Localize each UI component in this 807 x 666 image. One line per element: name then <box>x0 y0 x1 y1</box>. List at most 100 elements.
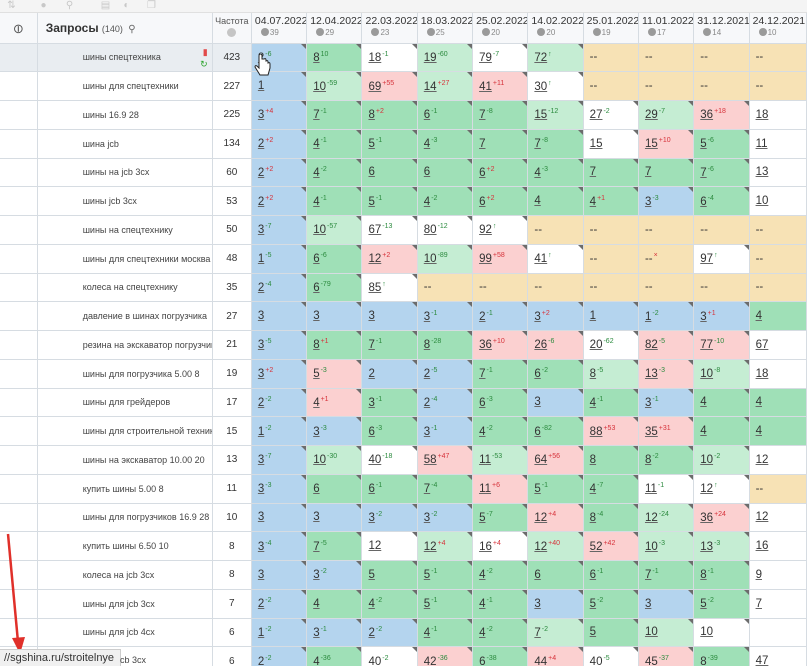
query-text[interactable]: шины на спецтехнику <box>37 215 213 245</box>
position-cell[interactable]: 20-62 <box>583 330 639 360</box>
query-text[interactable]: шины jcb 3cx <box>37 186 213 216</box>
frequency-header[interactable]: Частота <box>212 13 252 44</box>
position-cell[interactable]: 10-2 <box>693 445 750 475</box>
position-cell[interactable]: 42-36 <box>417 646 474 666</box>
query-text[interactable]: шины на jcb 3cx <box>37 158 213 188</box>
position-cell[interactable]: 7-6 <box>693 158 750 188</box>
sort-icon[interactable]: ⇅ <box>7 0 16 11</box>
position-cell[interactable]: 3-7 <box>251 445 308 475</box>
position-cell[interactable]: 13-3 <box>638 359 695 389</box>
query-text[interactable]: давление в шинах погрузчика <box>37 301 213 331</box>
position-cell[interactable]: 40-18 <box>361 445 418 475</box>
row-link-cell[interactable] <box>0 273 38 303</box>
position-cell[interactable]: 15-12 <box>527 100 584 130</box>
position-cell[interactable]: 3-1 <box>417 301 474 331</box>
date-header[interactable]: 25.01.2022 19 <box>583 13 639 44</box>
position-cell[interactable]: 5-1 <box>527 474 584 504</box>
position-cell[interactable]: 7-1 <box>306 100 363 130</box>
position-cell[interactable]: 4 <box>527 186 584 216</box>
position-cell[interactable]: 10-89 <box>417 244 474 274</box>
position-cell[interactable]: 27-2 <box>583 100 639 130</box>
position-cell[interactable]: 6-1 <box>361 474 418 504</box>
position-cell[interactable]: 47 <box>749 646 807 666</box>
position-cell[interactable]: -- <box>417 273 474 303</box>
position-cell[interactable]: 67 <box>749 330 807 360</box>
position-cell[interactable]: 6-79 <box>306 273 363 303</box>
position-cell[interactable]: 7-2 <box>527 618 584 648</box>
position-cell[interactable]: 1-2 <box>638 301 695 331</box>
position-cell[interactable]: 4-7 <box>583 474 639 504</box>
position-cell[interactable]: -- <box>638 71 695 101</box>
position-cell[interactable]: -- <box>749 273 807 303</box>
position-cell[interactable]: 3+2 <box>527 301 584 331</box>
date-header[interactable]: 22.03.2022 23 <box>361 13 418 44</box>
position-cell[interactable]: 92↑ <box>472 215 529 245</box>
position-cell[interactable]: 1-2 <box>251 416 308 446</box>
link-icon[interactable]: ⚲ <box>65 0 74 11</box>
position-cell[interactable]: 6 <box>527 560 584 590</box>
position-cell[interactable]: 3-2 <box>306 560 363 590</box>
query-text[interactable]: шина jcb <box>37 129 213 159</box>
query-text[interactable]: шины для строительной техники <box>37 416 213 446</box>
position-cell[interactable]: 4-2 <box>306 158 363 188</box>
position-cell[interactable]: 2+2 <box>251 158 308 188</box>
position-cell[interactable]: 10-59 <box>306 71 363 101</box>
row-link-cell[interactable] <box>0 388 38 418</box>
position-cell[interactable]: 12-24 <box>638 503 695 533</box>
position-cell[interactable]: -- <box>527 273 584 303</box>
position-cell[interactable]: 2-2 <box>361 618 418 648</box>
position-cell[interactable]: 40-2 <box>361 646 418 666</box>
queries-header[interactable]: Запросы (140) ⚲ <box>37 13 213 44</box>
position-cell[interactable]: -- <box>527 215 584 245</box>
position-cell[interactable]: -- <box>472 273 529 303</box>
position-cell[interactable]: -- <box>583 273 639 303</box>
row-link-cell[interactable] <box>0 129 38 159</box>
position-cell[interactable]: -- <box>749 215 807 245</box>
position-cell[interactable]: 36+24 <box>693 503 750 533</box>
row-link-cell[interactable] <box>0 416 38 446</box>
date-header[interactable]: 04.07.2022 39 <box>251 13 308 44</box>
position-cell[interactable]: 7-8 <box>527 129 584 159</box>
position-cell[interactable]: -- <box>749 43 807 73</box>
position-cell[interactable]: 5-6 <box>693 129 750 159</box>
position-cell[interactable]: 6-38 <box>472 646 529 666</box>
position-cell[interactable]: 58+47 <box>417 445 474 475</box>
query-text[interactable]: шины для грейдеров <box>37 388 213 418</box>
position-cell[interactable]: -- <box>583 71 639 101</box>
position-cell[interactable]: 7-1 <box>472 359 529 389</box>
position-cell[interactable]: 4-2 <box>472 618 529 648</box>
trash-icon[interactable]: ▮ <box>202 46 208 57</box>
position-cell[interactable]: 4-1 <box>417 618 474 648</box>
position-cell[interactable]: 5-1 <box>417 560 474 590</box>
position-cell[interactable]: 3 <box>306 301 363 331</box>
position-cell[interactable]: 7-8 <box>472 100 529 130</box>
query-text[interactable]: шины для спецтехники москва <box>37 244 213 274</box>
position-cell[interactable]: 3-3 <box>638 186 695 216</box>
refresh-icon[interactable]: ↻ <box>200 58 208 69</box>
position-cell[interactable]: 41+11 <box>472 71 529 101</box>
position-cell[interactable]: 6-4 <box>693 186 750 216</box>
position-cell[interactable]: 72↑ <box>527 43 584 73</box>
position-cell[interactable]: 8-39 <box>693 646 750 666</box>
position-cell[interactable]: 18-1 <box>361 43 418 73</box>
position-cell[interactable]: 3 <box>527 388 584 418</box>
position-cell[interactable]: 3-1 <box>638 388 695 418</box>
copy-icon[interactable]: ❐ <box>147 0 156 11</box>
position-cell[interactable]: 2-5 <box>417 359 474 389</box>
date-header[interactable]: 31.12.2021 14 <box>693 13 750 44</box>
query-text[interactable]: колеса на jcb 3cx <box>37 560 213 590</box>
position-cell[interactable]: 36+10 <box>472 330 529 360</box>
position-cell[interactable]: 97↑ <box>693 244 750 274</box>
position-cell[interactable]: 3-1 <box>361 388 418 418</box>
row-link-cell[interactable] <box>0 186 38 216</box>
date-header[interactable]: 18.03.2022 25 <box>417 13 474 44</box>
date-header[interactable]: 24.12.2021 10 <box>749 13 807 44</box>
position-cell[interactable]: 12↑ <box>693 474 750 504</box>
position-cell[interactable]: 4-2 <box>361 589 418 619</box>
position-cell[interactable]: 3 <box>251 560 308 590</box>
position-cell[interactable]: -- <box>638 43 695 73</box>
position-cell[interactable]: 4-3 <box>417 129 474 159</box>
query-text[interactable]: шины для погрузчика 5.00 8 <box>37 359 213 389</box>
position-cell[interactable]: 8-2 <box>638 445 695 475</box>
position-cell[interactable]: 77-10 <box>693 330 750 360</box>
